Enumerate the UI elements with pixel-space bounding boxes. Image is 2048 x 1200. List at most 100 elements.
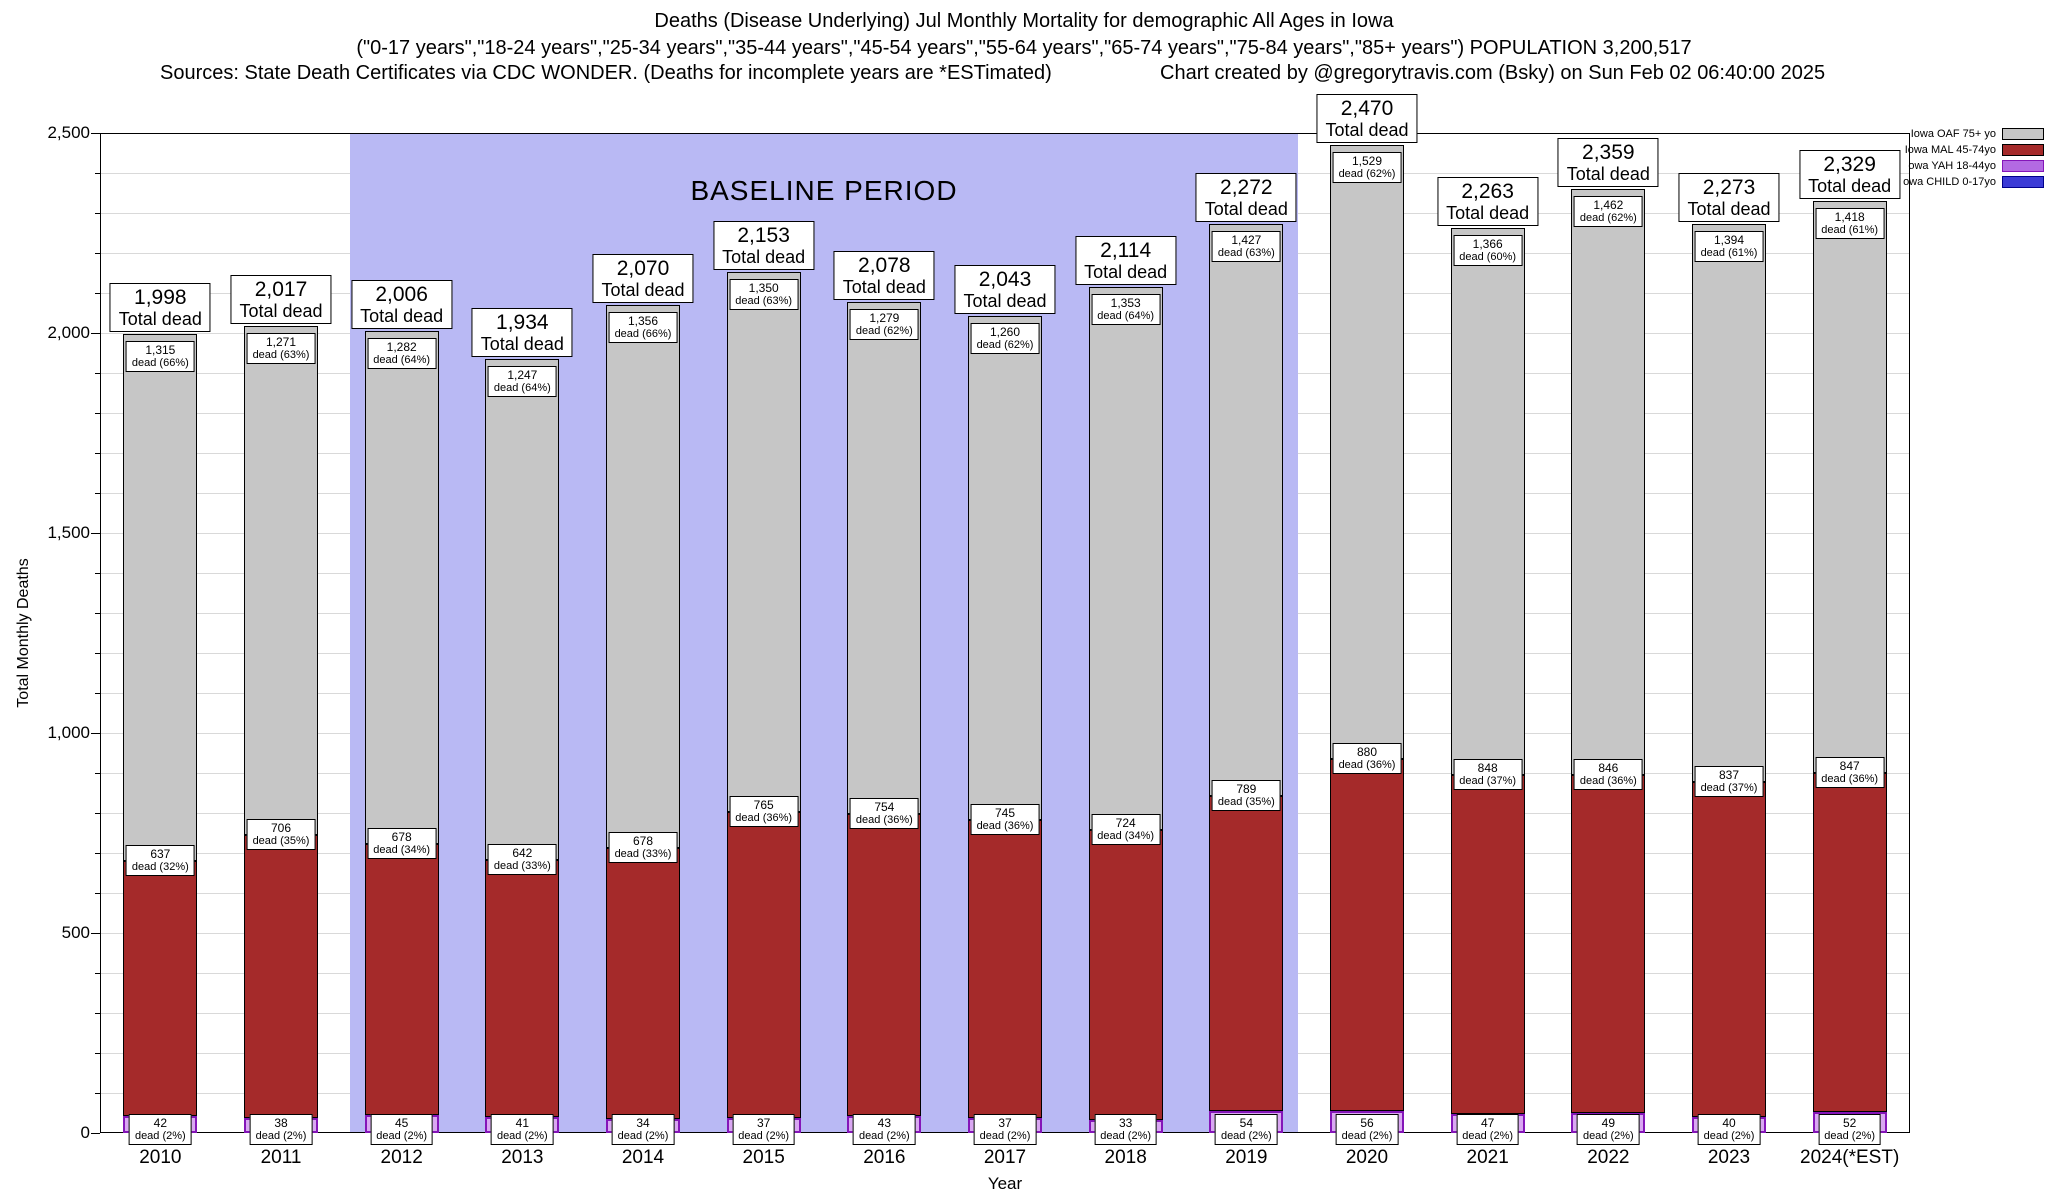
bar-segment-75plus [244, 326, 318, 836]
chart-header: Deaths (Disease Underlying) Jul Monthly … [0, 8, 2048, 89]
bar-segment-75plus [1571, 189, 1646, 775]
bar-segment-75plus [606, 305, 680, 849]
segment-caption: dead (62%) [976, 338, 1034, 351]
segment-caption: dead (63%) [1217, 247, 1275, 260]
mal-segment-label: 837 dead (37%) [1694, 766, 1764, 798]
oaf-segment-label: 1,353 dead (64%) [1091, 294, 1161, 326]
segment-value: 33 [1118, 1116, 1133, 1130]
legend-swatch [2002, 128, 2044, 140]
segment-caption: dead (33%) [493, 859, 551, 872]
x-tick-label-2020: 2020 [1345, 1147, 1389, 1168]
total-dead-label: 2,329 Total dead [1799, 150, 1901, 200]
y-tick-label: 2,500 [47, 123, 90, 142]
segment-caption: dead (63%) [735, 294, 793, 307]
mal-segment-label: 637 dead (32%) [125, 845, 195, 877]
oaf-segment-label: 1,260 dead (62%) [970, 322, 1040, 354]
segment-value: 37 [756, 1116, 771, 1130]
bar-segment-45-74 [1330, 758, 1404, 1111]
total-dead-caption: Total dead [601, 280, 685, 300]
total-dead-value: 1,934 [496, 311, 549, 335]
y-axis-tick [95, 373, 100, 374]
segment-value: 1,282 [386, 339, 417, 354]
total-dead-label: 2,272 Total dead [1195, 173, 1297, 223]
y-axis-tick [95, 973, 100, 974]
segment-caption: dead (64%) [1097, 310, 1155, 323]
segment-value: 642 [512, 845, 533, 860]
total-dead-label: 2,273 Total dead [1678, 172, 1780, 222]
total-dead-label: 2,043 Total dead [954, 264, 1056, 314]
yah-segment-label: 43 dead (2%) [852, 1114, 916, 1145]
segment-caption: dead (2%) [134, 1130, 186, 1142]
total-dead-value: 2,153 [737, 223, 790, 247]
legend-label: owa CHILD 0-17yo [1903, 176, 1996, 188]
segment-value: 1,418 [1834, 210, 1865, 225]
segment-value: 1,247 [507, 368, 538, 383]
mal-segment-label: 724 dead (34%) [1091, 814, 1161, 846]
yah-segment-label: 41 dead (2%) [490, 1114, 554, 1145]
x-tick-label-2010: 2010 [139, 1147, 182, 1168]
segment-value: 789 [1236, 781, 1257, 796]
total-dead-value: 2,263 [1461, 179, 1514, 203]
y-axis-tick [91, 133, 100, 134]
total-dead-caption: Total dead [360, 305, 444, 326]
bar-segment-45-74 [726, 812, 801, 1119]
y-tick-label: 1,500 [47, 523, 90, 542]
total-dead-label: 2,006 Total dead [351, 279, 453, 329]
total-dead-value: 2,470 [1340, 97, 1394, 120]
y-tick-label: 2,000 [47, 323, 90, 342]
segment-value: 1,279 [869, 310, 900, 325]
y-axis-tick [95, 453, 100, 454]
segment-caption: dead (66%) [614, 328, 672, 340]
legend-row: owa YAH 18-44yo [1903, 160, 2044, 172]
y-axis-tick [95, 253, 100, 254]
x-tick-label-2022: 2022 [1587, 1147, 1630, 1168]
segment-caption: dead (64%) [373, 353, 431, 366]
segment-caption: dead (2%) [1462, 1130, 1514, 1142]
segment-value: 1,260 [989, 324, 1021, 339]
segment-value: 637 [150, 847, 171, 862]
oaf-segment-label: 1,271 dead (63%) [246, 333, 316, 365]
mal-segment-label: 848 dead (37%) [1453, 759, 1523, 790]
total-dead-value: 2,070 [616, 257, 670, 280]
segment-caption: dead (36%) [1579, 775, 1637, 787]
y-axis-title: Total Monthly Deaths [15, 558, 32, 708]
x-tick-label-2023: 2023 [1707, 1147, 1751, 1168]
legend-label: owa YAH 18-44yo [1908, 160, 1996, 172]
total-dead-caption: Total dead [118, 308, 202, 329]
mal-segment-label: 706 dead (35%) [246, 819, 316, 851]
chart-notes: Sources: State Death Certificates via CD… [0, 62, 2048, 89]
total-dead-label: 1,934 Total dead [471, 308, 573, 358]
segment-value: 1,462 [1593, 198, 1624, 213]
segment-value: 49 [1601, 1116, 1616, 1130]
segment-value: 34 [636, 1116, 650, 1130]
total-dead-caption: Total dead [1687, 198, 1771, 219]
bar-segment-75plus [1088, 287, 1163, 831]
segment-caption: dead (34%) [1097, 830, 1155, 843]
segment-value: 38 [274, 1116, 288, 1130]
segment-caption: dead (2%) [1220, 1130, 1272, 1142]
mal-segment-label: 880 dead (36%) [1332, 742, 1402, 774]
yah-segment-label: 49 dead (2%) [1576, 1114, 1640, 1145]
chart-subtitle: ("0-17 years","18-24 years","25-34 years… [356, 37, 1692, 59]
segment-caption: dead (36%) [855, 814, 913, 827]
segment-value: 678 [391, 829, 412, 844]
total-dead-caption: Total dead [722, 246, 806, 267]
total-dead-caption: Total dead [1084, 262, 1168, 283]
total-dead-value: 2,043 [978, 267, 1032, 291]
y-axis-tick [91, 533, 100, 534]
y-axis-tick [91, 1133, 100, 1134]
y-axis-tick [95, 293, 100, 294]
yah-segment-label: 37 dead (2%) [732, 1114, 796, 1145]
bar-segment-75plus [968, 315, 1042, 821]
bar-segment-75plus [1812, 201, 1887, 774]
legend-swatch [2002, 144, 2044, 156]
oaf-segment-label: 1,462 dead (62%) [1573, 196, 1643, 228]
bar-segment-45-74 [123, 861, 198, 1117]
yah-segment-label: 40 dead (2%) [1697, 1114, 1761, 1145]
bar-segment-75plus [1209, 224, 1284, 796]
segment-caption: dead (36%) [976, 820, 1034, 833]
segment-value: 43 [877, 1116, 892, 1130]
yah-segment-label: 47 dead (2%) [1456, 1114, 1520, 1145]
y-axis-tick [95, 653, 100, 654]
